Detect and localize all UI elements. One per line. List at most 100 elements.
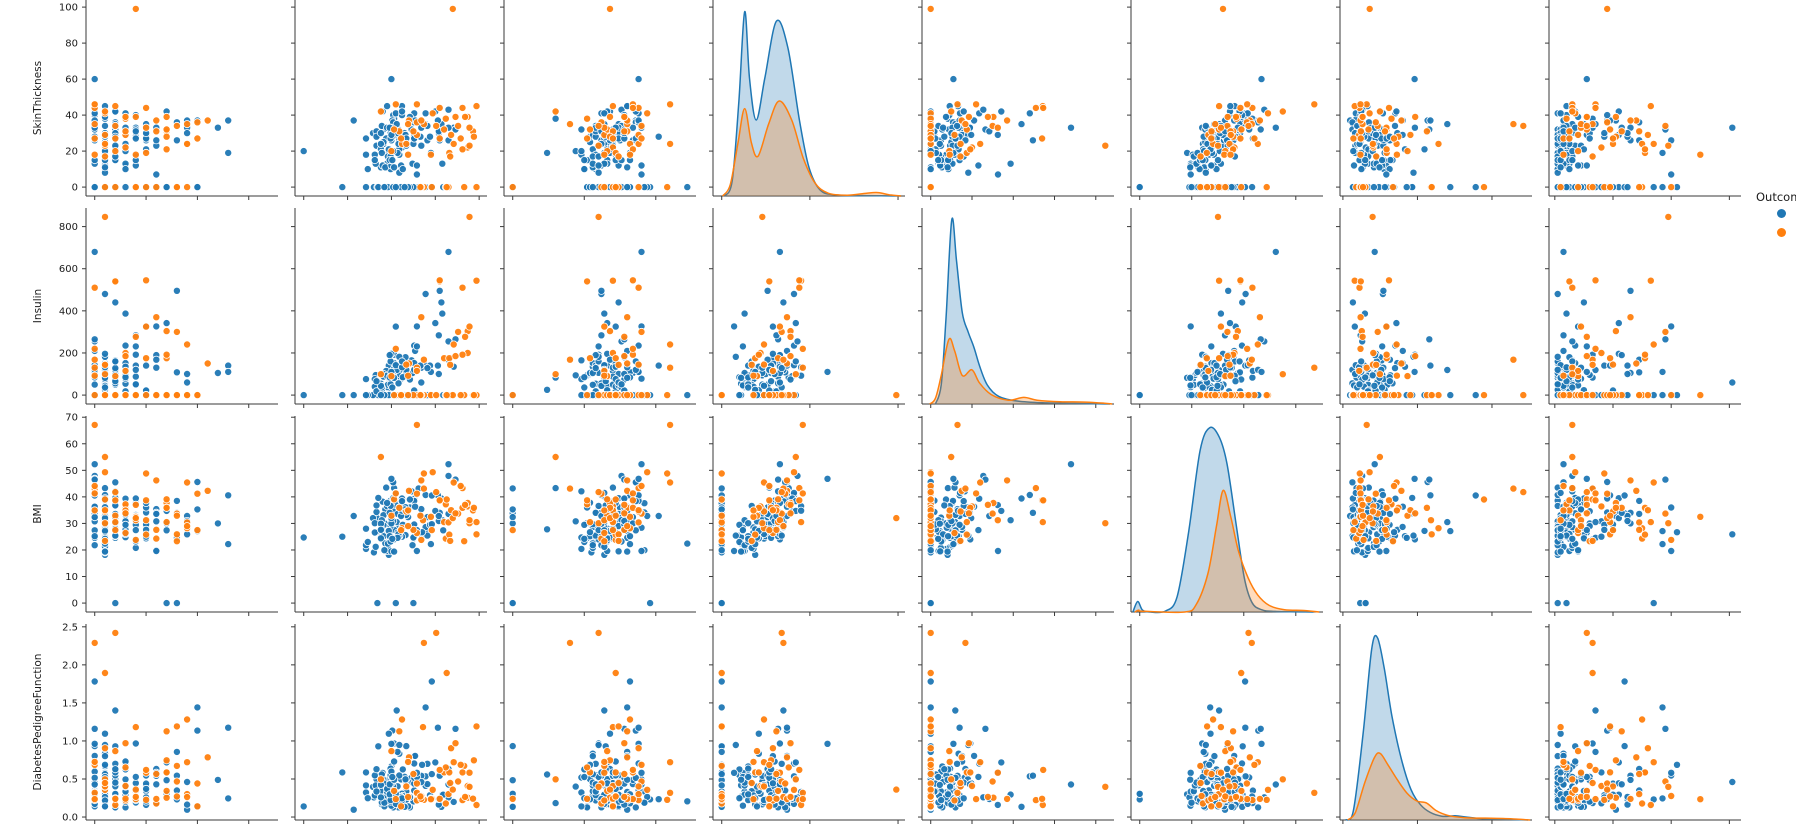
kde-fill-outcome1 bbox=[722, 100, 902, 196]
point bbox=[1392, 340, 1401, 349]
point bbox=[90, 183, 99, 192]
point bbox=[791, 319, 800, 328]
point bbox=[1391, 121, 1400, 130]
point bbox=[1426, 361, 1435, 370]
point bbox=[1355, 469, 1364, 478]
point bbox=[566, 355, 575, 364]
point bbox=[588, 183, 597, 192]
point bbox=[412, 342, 421, 351]
point bbox=[1039, 103, 1048, 112]
point bbox=[152, 116, 161, 125]
point bbox=[1574, 546, 1583, 555]
point bbox=[1226, 102, 1235, 111]
point bbox=[577, 147, 586, 156]
point bbox=[1646, 276, 1655, 285]
point bbox=[600, 371, 609, 380]
point bbox=[793, 337, 802, 346]
point bbox=[551, 484, 560, 493]
point bbox=[432, 121, 441, 130]
point bbox=[111, 372, 120, 381]
point bbox=[465, 516, 474, 525]
point bbox=[663, 391, 672, 400]
point bbox=[594, 121, 603, 130]
point bbox=[1235, 357, 1244, 366]
point bbox=[162, 526, 171, 535]
point bbox=[1556, 524, 1565, 533]
point bbox=[419, 355, 428, 364]
point bbox=[1667, 547, 1676, 556]
point bbox=[387, 739, 396, 748]
y-tick-label: 0.0 bbox=[62, 813, 78, 824]
point bbox=[465, 212, 474, 221]
point bbox=[786, 509, 795, 518]
panel-r0-c6-SkinThickness-vs-DiabetesPedigreeFunction bbox=[1336, 0, 1532, 200]
point bbox=[111, 102, 120, 111]
panel-r0-c3-SkinThickness-vs-SkinThickness bbox=[709, 0, 905, 200]
point bbox=[203, 753, 212, 762]
point bbox=[433, 723, 442, 732]
point bbox=[101, 468, 110, 477]
point bbox=[111, 794, 120, 803]
point bbox=[111, 364, 120, 373]
point bbox=[152, 517, 161, 526]
point bbox=[683, 391, 692, 400]
point bbox=[374, 493, 383, 502]
point bbox=[749, 506, 758, 515]
point bbox=[765, 526, 774, 535]
point bbox=[162, 599, 171, 608]
point bbox=[224, 491, 233, 500]
point bbox=[1392, 150, 1401, 159]
point bbox=[1135, 183, 1144, 192]
point bbox=[1382, 170, 1391, 179]
point bbox=[1385, 103, 1394, 112]
point bbox=[623, 476, 632, 485]
point bbox=[666, 420, 675, 429]
point bbox=[620, 332, 629, 341]
point bbox=[683, 797, 692, 806]
point bbox=[349, 805, 358, 814]
point bbox=[172, 722, 181, 731]
point bbox=[1626, 116, 1635, 125]
point bbox=[90, 355, 99, 364]
point bbox=[1565, 127, 1574, 136]
point bbox=[936, 547, 945, 556]
point bbox=[791, 452, 800, 461]
point bbox=[1568, 370, 1577, 379]
point bbox=[940, 132, 949, 141]
point bbox=[1556, 183, 1565, 192]
point bbox=[90, 677, 99, 686]
point bbox=[121, 341, 130, 350]
point bbox=[614, 298, 623, 307]
point bbox=[1392, 319, 1401, 328]
point bbox=[121, 165, 130, 174]
point bbox=[121, 794, 130, 803]
point bbox=[1582, 75, 1591, 84]
point bbox=[637, 391, 646, 400]
point bbox=[628, 344, 637, 353]
point bbox=[1379, 286, 1388, 295]
point bbox=[637, 547, 646, 556]
y-tick-label: 400 bbox=[59, 306, 78, 317]
point bbox=[90, 391, 99, 400]
point bbox=[402, 360, 411, 369]
point bbox=[1216, 123, 1225, 132]
point bbox=[774, 495, 783, 504]
point bbox=[1392, 107, 1401, 116]
point bbox=[1635, 127, 1644, 136]
point bbox=[765, 277, 774, 286]
point bbox=[384, 729, 393, 738]
point bbox=[717, 511, 726, 520]
point bbox=[628, 489, 637, 498]
point bbox=[90, 489, 99, 498]
point bbox=[131, 127, 140, 136]
point bbox=[299, 802, 308, 811]
point bbox=[571, 371, 580, 380]
point bbox=[983, 500, 992, 509]
point bbox=[1609, 134, 1618, 143]
point bbox=[101, 383, 110, 392]
point bbox=[101, 744, 110, 753]
point bbox=[1187, 391, 1196, 400]
point bbox=[1348, 505, 1357, 514]
point bbox=[431, 758, 440, 767]
point bbox=[1588, 183, 1597, 192]
